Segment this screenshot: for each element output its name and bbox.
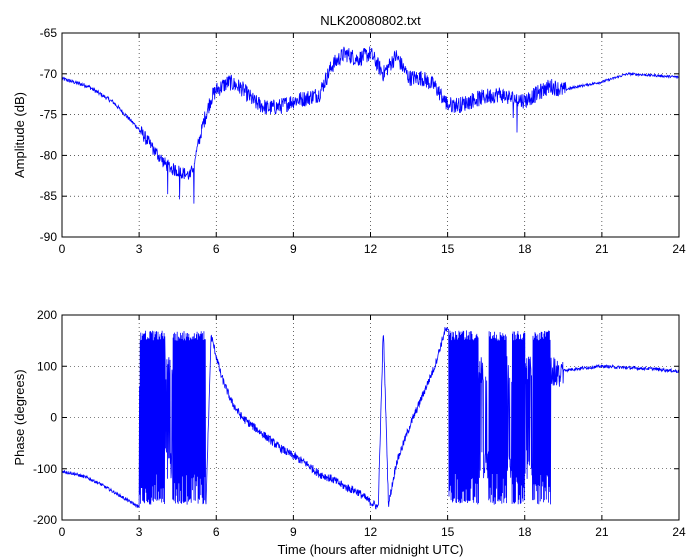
phase-xtick-label: 15: [441, 525, 455, 539]
phase-ytick-label: 0: [50, 411, 57, 425]
amplitude-xtick-label: 24: [672, 242, 686, 256]
phase-xtick-label: 24: [672, 525, 686, 539]
phase-xtick-label: 6: [213, 525, 220, 539]
amplitude-ytick-label: -90: [40, 230, 58, 244]
amplitude-xtick-label: 0: [59, 242, 66, 256]
phase-xtick-label: 18: [518, 525, 532, 539]
phase-xtick-label: 21: [595, 525, 609, 539]
phase-xtick-label: 9: [290, 525, 297, 539]
amplitude-ytick-label: -80: [40, 148, 58, 162]
amplitude-xtick-label: 21: [595, 242, 609, 256]
amplitude-xtick-label: 3: [136, 242, 143, 256]
amplitude-ytick-label: -75: [40, 108, 58, 122]
amplitude-panel: 0 3 6 9 12 15 18 21 24 -90 -85 -80 -75 -70 -65 NLK20080…: [12, 13, 686, 256]
phase-series-line: [61, 327, 680, 510]
amplitude-ylabel: Amplitude (dB): [12, 92, 27, 178]
amplitude-ytick-label: -85: [40, 189, 58, 203]
phase-ytick-label: -200: [33, 513, 57, 527]
phase-panel: 0 3 6 9 12 15 18 21 24 -200 -100 0 100 200 Phase (degr…: [12, 308, 686, 557]
phase-xtick-label: 0: [59, 525, 66, 539]
amplitude-chart-title: NLK20080802.txt: [320, 13, 421, 28]
phase-ytick-label: 100: [37, 359, 57, 373]
amplitude-series-line: [61, 46, 680, 204]
amplitude-xtick-label: 12: [364, 242, 378, 256]
amplitude-ytick-label: -70: [40, 67, 58, 81]
amplitude-ytick-label: -65: [40, 26, 58, 40]
amplitude-xtick-label: 6: [213, 242, 220, 256]
phase-ytick-label: -100: [33, 462, 57, 476]
phase-xlabel: Time (hours after midnight UTC): [278, 542, 464, 557]
phase-ylabel: Phase (degrees): [12, 369, 27, 465]
amplitude-xtick-label: 18: [518, 242, 532, 256]
phase-xtick-label: 3: [136, 525, 143, 539]
phase-ytick-label: 200: [37, 308, 57, 322]
amplitude-xtick-label: 15: [441, 242, 455, 256]
phase-xtick-label: 12: [364, 525, 378, 539]
amplitude-xtick-label: 9: [290, 242, 297, 256]
